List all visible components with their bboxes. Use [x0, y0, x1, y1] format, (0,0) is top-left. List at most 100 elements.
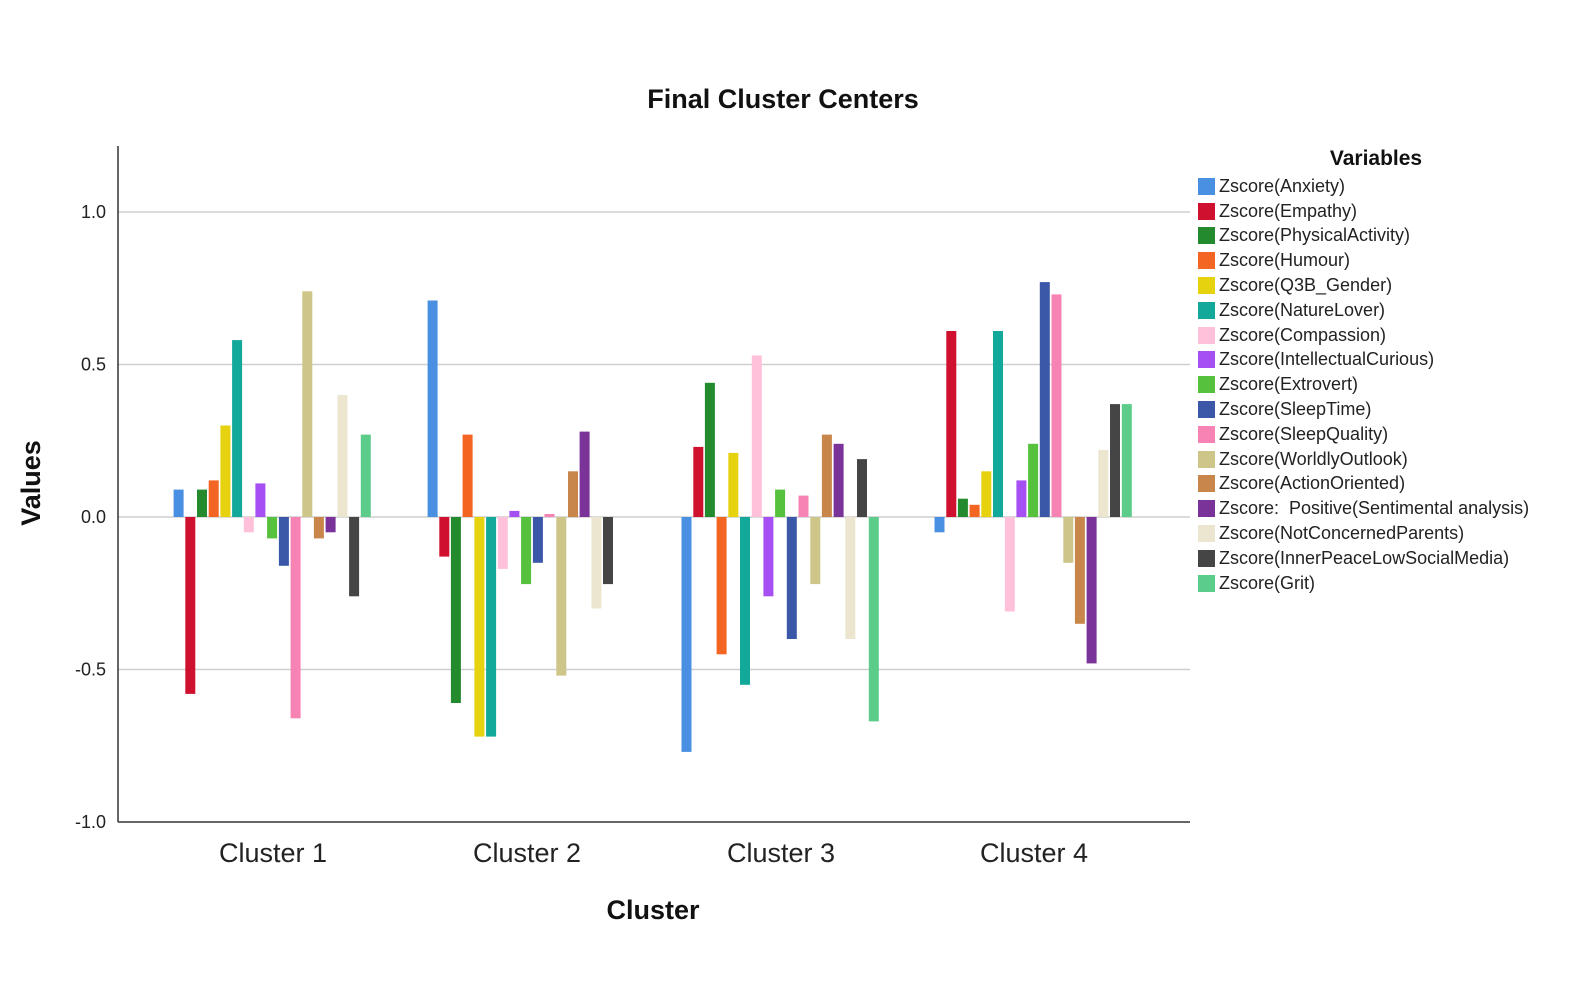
legend-item: Zscore(PhysicalActivity) [1198, 224, 1578, 249]
bars [173, 282, 1132, 752]
bar [1039, 282, 1050, 517]
bar [775, 489, 786, 517]
legend-swatch [1198, 425, 1215, 443]
legend-title: Variables [1329, 147, 1423, 170]
bar [728, 452, 739, 517]
legend-swatch [1198, 202, 1215, 220]
y-tick-label: -1.0 [75, 812, 106, 832]
bar [1016, 480, 1027, 517]
bar [185, 517, 196, 694]
bar [208, 480, 219, 517]
legend-item: Zscore(IntellectualCurious) [1198, 348, 1578, 373]
legend-items: Zscore(Anxiety) Zscore(Empathy) Zscore(Phy… [1198, 174, 1578, 596]
bar [603, 517, 613, 585]
bar [474, 517, 485, 737]
bar [532, 517, 543, 563]
legend-item: Zscore(Empathy) [1198, 199, 1578, 224]
bar [993, 331, 1003, 517]
y-tick-labels: 1.0 0.5 0.0 -0.5 -1.0 [75, 202, 106, 832]
legend-label: Zscore(SleepTime) [1219, 399, 1372, 420]
legend-label: Zscore(IntellectualCurious) [1219, 349, 1435, 370]
bar [290, 517, 301, 719]
bar [337, 395, 348, 517]
bar [786, 517, 797, 639]
x-tick-label: Cluster 2 [473, 838, 581, 868]
legend-item: Zscore(SleepTime) [1198, 397, 1578, 422]
bar [751, 355, 762, 517]
legend-swatch [1198, 475, 1215, 493]
bar [845, 517, 856, 639]
legend-item: Zscore(SleepQuality) [1198, 422, 1578, 447]
bar [868, 517, 879, 722]
bar [833, 443, 844, 517]
legend-item: Zscore(ActionOriented) [1198, 472, 1578, 497]
bar [255, 483, 266, 517]
bar [1028, 443, 1039, 517]
legend-swatch [1198, 326, 1215, 344]
bar [981, 471, 992, 518]
bar [509, 510, 520, 517]
legend-label: Zscore(Q3B_Gender) [1219, 275, 1393, 296]
legend-label: Zscore(NatureLover) [1219, 299, 1386, 320]
legend-item: Zscore(Grit) [1198, 571, 1578, 596]
legend-item: Zscore: Positive(Sentimental analysis) [1198, 496, 1578, 521]
bar [568, 471, 578, 518]
legend-label: Zscore(Extrovert) [1219, 374, 1359, 395]
legend-label: Zscore(Grit) [1219, 572, 1315, 593]
legend-label: Zscore(NotConcernedParents) [1219, 523, 1465, 544]
bar [325, 517, 336, 533]
legend-swatch [1198, 351, 1215, 369]
bar [556, 517, 567, 676]
x-tick-label: Cluster 3 [727, 838, 835, 868]
bar [360, 434, 371, 517]
bar [1004, 517, 1015, 612]
bar [349, 517, 360, 597]
bar [462, 434, 473, 517]
bar [693, 446, 704, 517]
x-tick-label: Cluster 1 [219, 838, 327, 868]
x-tick-labels: Cluster 1 Cluster 2 Cluster 3 Cluster 4 [219, 838, 1088, 868]
bar [1121, 404, 1132, 517]
bar [278, 517, 289, 566]
legend-item: Zscore(Humour) [1198, 248, 1578, 273]
y-axis-title: Values [16, 440, 46, 526]
y-tick-label: 0.5 [81, 355, 106, 375]
bar [821, 434, 832, 517]
legend-item: Zscore(NotConcernedParents) [1198, 521, 1578, 546]
legend-swatch [1198, 301, 1215, 319]
bar [704, 382, 715, 517]
y-tick-label: 1.0 [81, 202, 106, 222]
legend-swatch [1198, 500, 1215, 518]
legend-swatch [1198, 252, 1215, 270]
y-tick-label: -0.5 [75, 660, 106, 680]
bar [302, 291, 313, 517]
bar [486, 517, 497, 737]
gridlines [118, 211, 1190, 671]
bar [427, 300, 438, 517]
bar [1063, 517, 1074, 563]
legend-swatch [1198, 525, 1215, 543]
legend-item: Zscore(Q3B_Gender) [1198, 273, 1578, 298]
bar [857, 459, 867, 517]
bar [450, 517, 461, 703]
legend-label: Zscore(ActionOriented) [1219, 473, 1406, 494]
bar [1110, 404, 1120, 517]
legend-label: Zscore: Positive(Sentimental analysis) [1219, 498, 1530, 519]
x-axis-title: Cluster [606, 895, 700, 925]
legend-swatch [1198, 376, 1215, 394]
bar [969, 504, 980, 517]
bar [716, 517, 727, 655]
bar [521, 517, 532, 585]
y-tick-label: 0.0 [81, 507, 106, 527]
legend-swatch [1198, 450, 1215, 468]
legend-item: Zscore(NatureLover) [1198, 298, 1578, 323]
legend-item: Zscore(Extrovert) [1198, 372, 1578, 397]
chart-title: Final Cluster Centers [647, 84, 919, 114]
legend-label: Zscore(SleepQuality) [1219, 423, 1389, 444]
bar [798, 495, 809, 517]
legend-swatch [1198, 401, 1215, 419]
legend-swatch [1198, 549, 1215, 567]
legend-item: Zscore(InnerPeaceLowSocialMedia) [1198, 546, 1578, 571]
bar [810, 517, 821, 585]
legend-label: Zscore(Anxiety) [1219, 175, 1346, 196]
